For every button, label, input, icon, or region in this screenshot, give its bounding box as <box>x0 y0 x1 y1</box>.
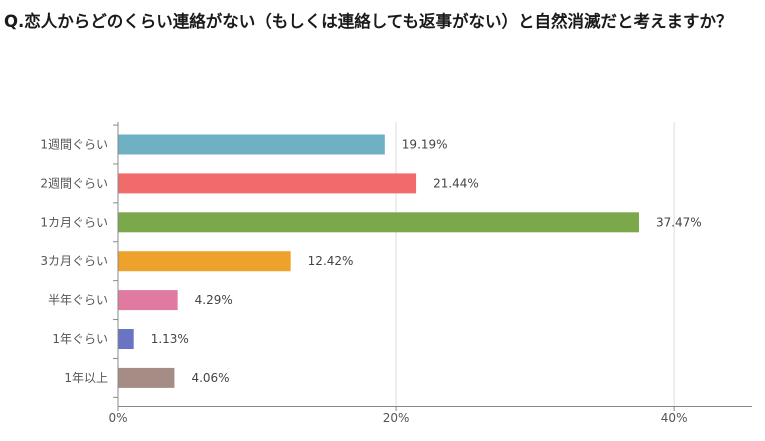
category-label-3: 1カ月ぐらい <box>40 215 108 229</box>
bar-1 <box>118 134 385 155</box>
bar-6 <box>118 329 134 349</box>
bar-4 <box>118 251 291 272</box>
category-label-6: 1年ぐらい <box>52 332 108 346</box>
value-label-1: 19.19% <box>402 138 448 152</box>
bar-5 <box>118 290 178 311</box>
bar-7 <box>118 367 175 388</box>
bars <box>118 134 639 388</box>
grid-lines <box>395 122 675 406</box>
x-tick-label-40: 40% <box>661 411 688 425</box>
question-title: Q.恋人からどのくらい連絡がない（もしくは連絡しても返事がない）と自然消滅だと考… <box>4 12 733 31</box>
category-label-7: 1年以上 <box>64 371 108 385</box>
value-label-3: 37.47% <box>656 215 702 229</box>
value-label-7: 4.06% <box>191 371 229 385</box>
bar-3 <box>118 212 639 233</box>
category-label-5: 半年ぐらい <box>48 293 108 307</box>
axes <box>113 122 752 411</box>
labels: 1週間ぐらい 19.19% 2週間ぐらい 21.44% 1カ月ぐらい 37.47% 3カ月ぐ… <box>40 138 701 426</box>
x-tick-label-20: 20% <box>383 411 410 425</box>
value-label-4: 12.42% <box>308 254 354 268</box>
category-label-2: 2週間ぐらい <box>40 176 108 190</box>
value-label-2: 21.44% <box>433 176 479 190</box>
x-tick-label-0: 0% <box>108 411 127 425</box>
value-label-5: 4.29% <box>195 293 233 307</box>
category-label-4: 3カ月ぐらい <box>40 254 108 268</box>
category-label-1: 1週間ぐらい <box>40 138 108 152</box>
value-label-6: 1.13% <box>151 332 189 346</box>
bar-2 <box>118 173 417 194</box>
